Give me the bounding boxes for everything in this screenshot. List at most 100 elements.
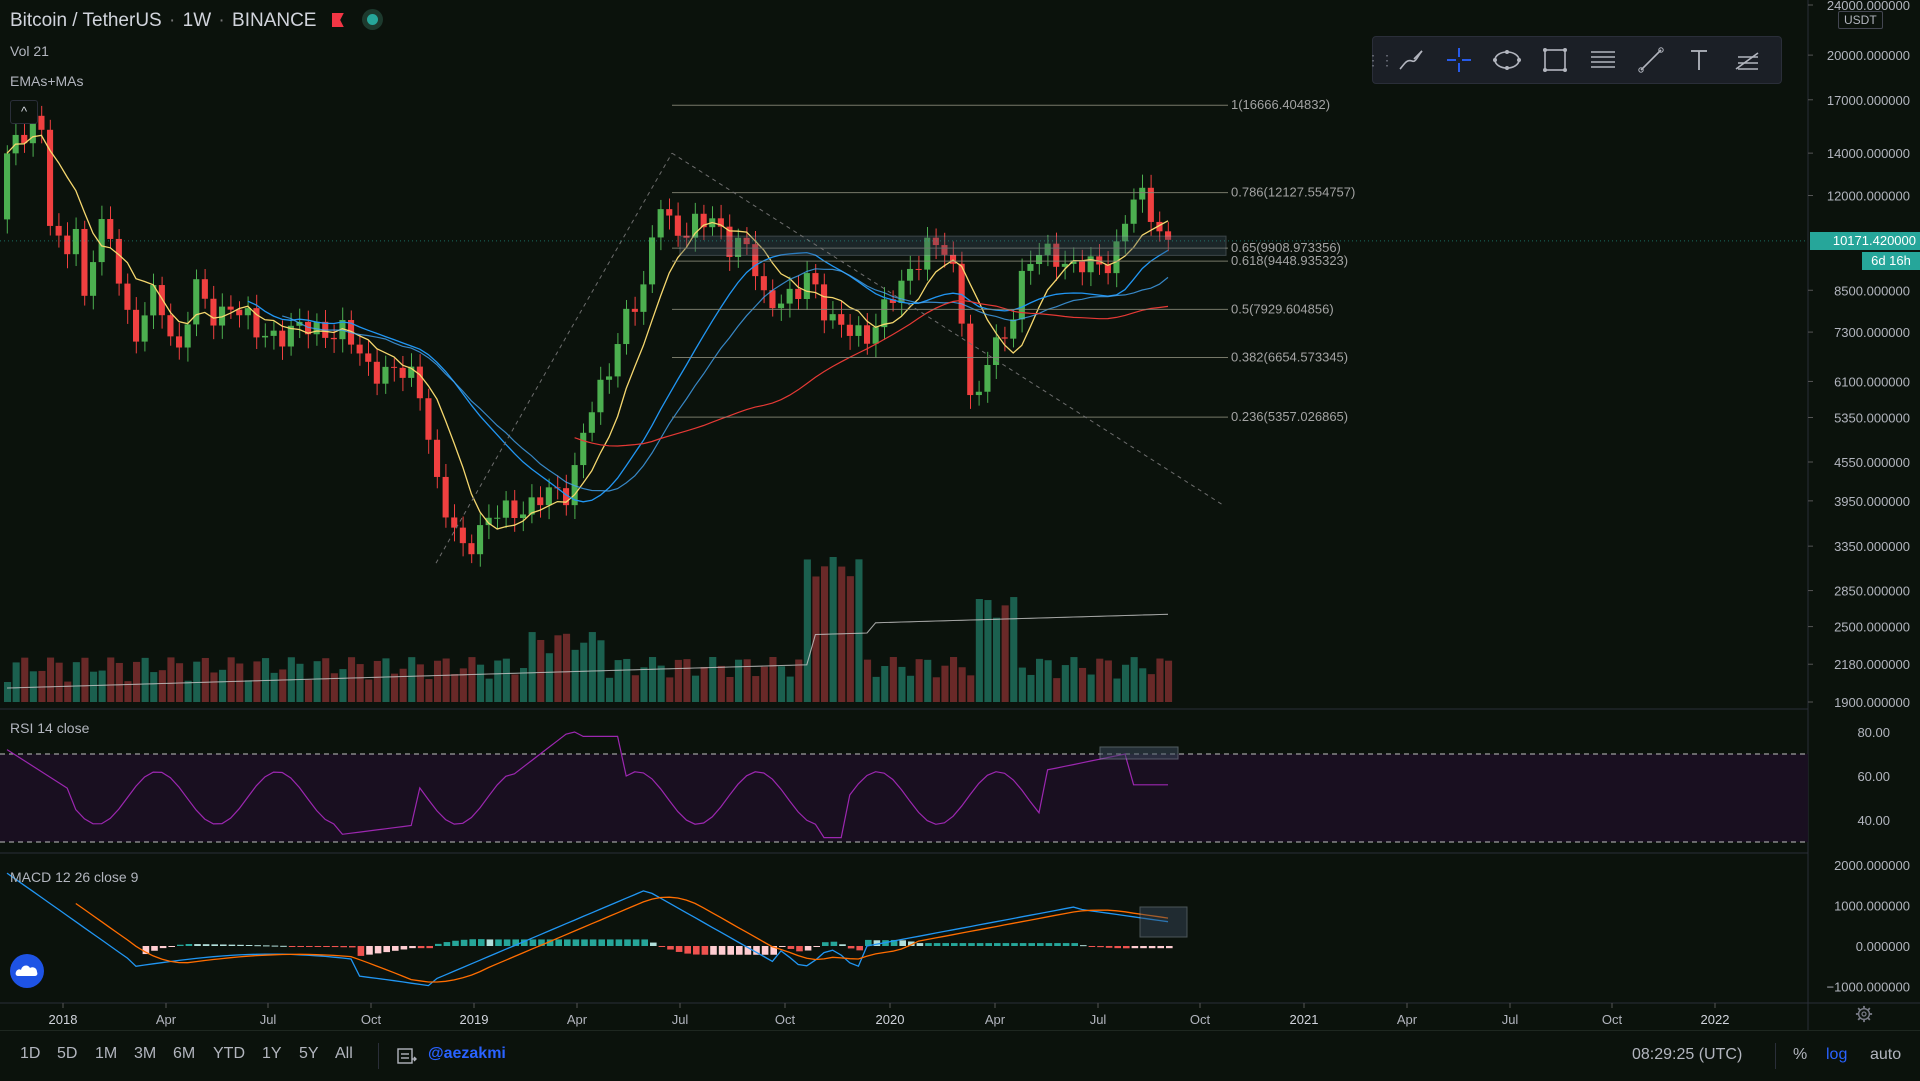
volume-bar	[855, 559, 863, 702]
percent-mode-toggle[interactable]: %	[1793, 1046, 1808, 1063]
volume-bar	[606, 677, 614, 702]
time-tick-label: 2021	[1290, 1012, 1319, 1027]
interval[interactable]: 1W	[182, 10, 212, 31]
symbol-header[interactable]: Bitcoin / TetherUS · 1W · BINANCE	[10, 10, 379, 32]
volume-bar	[1044, 660, 1052, 702]
timeframe-6m[interactable]: 6M	[173, 1045, 196, 1062]
date-range-icon[interactable]	[396, 1046, 418, 1066]
macd-tick-label: 2000.000000	[1834, 858, 1910, 873]
macd-histogram-bar	[1011, 943, 1018, 946]
candle-body	[1001, 337, 1008, 339]
macd-histogram-bar	[1148, 946, 1156, 949]
candle-body	[588, 412, 595, 433]
crosshair-tool-button[interactable]	[1435, 37, 1483, 83]
macd-histogram-bar	[202, 944, 210, 946]
macd-histogram-bar	[452, 940, 459, 946]
flag-icon[interactable]	[331, 13, 344, 27]
macd-histogram-bar	[976, 943, 984, 946]
author-handle[interactable]: @aezakmi	[428, 1045, 506, 1062]
volume-ma-line	[6, 613, 1169, 689]
trend-line-tool-button[interactable]	[1627, 37, 1675, 83]
volume-bar	[571, 649, 579, 702]
volume-bar	[726, 676, 734, 702]
candle-body	[924, 237, 931, 270]
ma-legend[interactable]: EMAs+MAs	[10, 73, 84, 89]
timeframe-ytd[interactable]: YTD	[213, 1045, 245, 1062]
crosshair-icon	[1447, 48, 1471, 72]
macd-histogram-bar	[693, 946, 700, 955]
collapse-legend-button[interactable]: ^	[10, 100, 38, 124]
candle-body	[563, 488, 570, 506]
fib-tool-button[interactable]	[1579, 37, 1627, 83]
candle-body	[623, 308, 630, 345]
macd-histogram-bar	[822, 942, 829, 946]
macd-histogram-bar	[1062, 943, 1070, 946]
macd-histogram-bar	[890, 939, 898, 946]
volume-bar	[365, 679, 373, 702]
candle-body	[1130, 199, 1137, 224]
rectangle-tool-button[interactable]	[1531, 37, 1579, 83]
currency-unit-badge[interactable]: USDT	[1838, 11, 1883, 29]
volume-bar	[950, 657, 958, 702]
timeframe-5y[interactable]: 5Y	[299, 1045, 319, 1062]
macd-histogram-bar	[220, 944, 227, 946]
macd-legend[interactable]: MACD 12 26 close 9	[10, 869, 139, 885]
ellipse-tool-button[interactable]	[1483, 37, 1531, 83]
time-tick-label: 2020	[876, 1012, 905, 1027]
ellipse-icon	[1493, 50, 1521, 70]
candle-body	[597, 379, 604, 413]
volume-bar	[1156, 658, 1164, 702]
volume-bar	[124, 681, 132, 702]
candle-body	[683, 235, 690, 238]
volume-bar	[760, 666, 768, 702]
timeframe-3m[interactable]: 3M	[134, 1045, 157, 1062]
macd-histogram-bar	[564, 939, 571, 946]
timeframe-1d[interactable]: 1D	[20, 1045, 41, 1062]
volume-bar	[924, 659, 932, 702]
pitchfork-tool-button[interactable]	[1723, 37, 1771, 83]
macd-histogram-bar	[624, 939, 631, 946]
utc-clock[interactable]: 08:29:25 (UTC)	[1632, 1046, 1743, 1063]
timeframe-1m[interactable]: 1M	[95, 1045, 118, 1062]
text-tool-button[interactable]	[1675, 37, 1723, 83]
bottom-toolbar: 1D 5D 1M 3M 6M YTD 1Y 5Y All @aezakmi 08…	[0, 1030, 1920, 1081]
volume-bar	[528, 632, 536, 702]
candle-body	[975, 391, 982, 396]
volume-bar	[511, 674, 519, 702]
candle-body	[356, 344, 363, 354]
tradingview-logo[interactable]	[10, 954, 44, 988]
volume-bar	[236, 663, 244, 702]
fib-level-label: 0.236(5357.026865)	[1231, 409, 1348, 424]
volume-legend[interactable]: Vol 21	[10, 43, 49, 59]
volume-bar	[623, 658, 631, 702]
volume-bar	[700, 667, 708, 702]
macd-histogram-bar	[1097, 946, 1104, 948]
timeframe-all[interactable]: All	[335, 1045, 353, 1062]
candle-body	[494, 517, 501, 519]
timeframe-1y[interactable]: 1Y	[262, 1045, 282, 1062]
volume-bar	[1079, 667, 1087, 702]
macd-histogram-bar	[994, 943, 1001, 946]
drag-handle-icon[interactable]: ⋮⋮	[1366, 51, 1394, 68]
volume-bar	[477, 664, 485, 702]
macd-histogram-bar	[1105, 946, 1113, 948]
volume-bar	[1122, 664, 1130, 702]
timeframe-5d[interactable]: 5D	[57, 1045, 78, 1062]
candle-body	[408, 366, 415, 378]
volume-bar	[769, 657, 777, 702]
log-mode-toggle[interactable]: log	[1826, 1046, 1848, 1063]
auto-mode-toggle[interactable]: auto	[1870, 1046, 1902, 1063]
chart-canvas[interactable]: 24000.000000 20000.000000 17000.000000 1400…	[0, 0, 1920, 1030]
volume-bar	[683, 659, 691, 702]
macd-histogram-bar	[1037, 943, 1044, 946]
rsi-legend[interactable]: RSI 14 close	[10, 720, 90, 736]
volume-bar	[201, 657, 209, 702]
volume-bar	[12, 662, 20, 702]
brush-tool-button[interactable]	[1387, 37, 1435, 83]
macd-histogram-bar	[185, 943, 193, 946]
candle-body	[649, 237, 656, 285]
macd-histogram-bar	[916, 943, 924, 946]
candle-body	[1010, 319, 1017, 339]
gear-icon[interactable]	[1855, 1005, 1873, 1023]
volume-bar	[795, 659, 803, 702]
